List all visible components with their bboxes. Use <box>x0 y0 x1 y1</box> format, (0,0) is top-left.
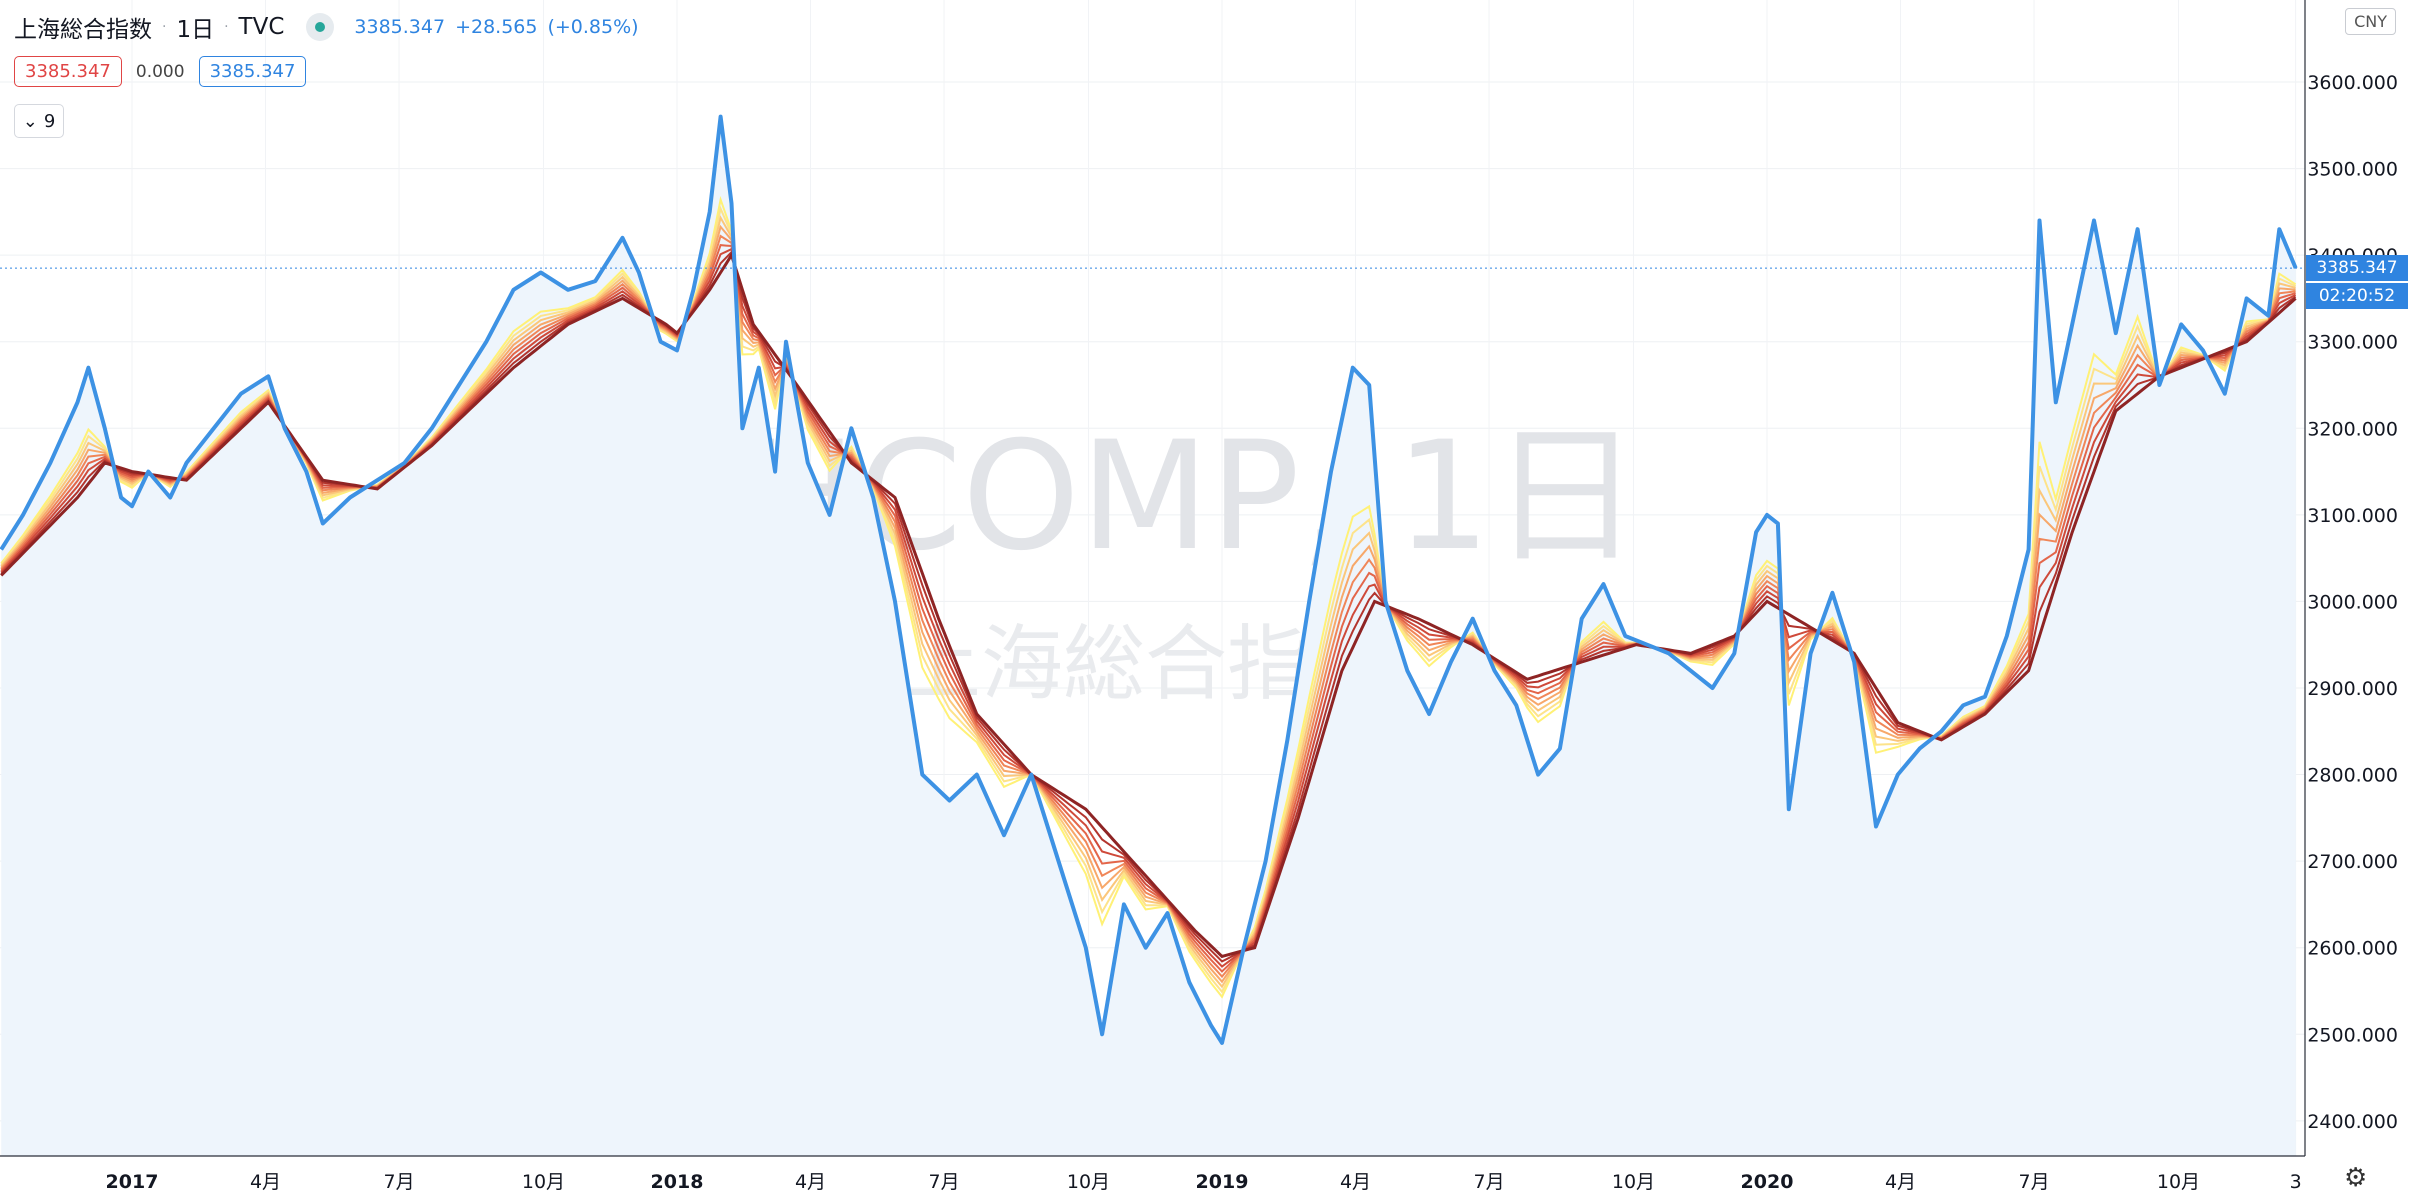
offset-value: 0.000 <box>135 61 185 82</box>
y-tick-label: 3300.000 <box>2307 332 2398 354</box>
x-tick-label: 2018 <box>651 1171 704 1193</box>
y-tick-label: 2500.000 <box>2307 1024 2398 1046</box>
price-area <box>1 116 2296 1157</box>
indicators-collapse-button[interactable]: ⌄ 9 <box>14 104 64 138</box>
x-tick-label: 7月 <box>1474 1171 1505 1193</box>
bar-countdown-label: 02:20:52 <box>2306 283 2408 310</box>
interval-label[interactable]: 1日 <box>176 17 215 43</box>
x-tick-label: 4月 <box>1340 1171 1371 1193</box>
time-axis[interactable]: 2017 4月 7月 10月 2018 4月 7月 10月 2019 4月 7月 10月 2020 4月 7… <box>106 1171 2302 1193</box>
currency-button[interactable]: CNY <box>2345 8 2396 35</box>
y-tick-label: 2600.000 <box>2307 938 2398 960</box>
market-status-icon <box>306 13 335 41</box>
ma-ribbon <box>0 195 2297 999</box>
change-value: +28.565 <box>455 16 538 38</box>
x-tick-label: 2020 <box>1741 1171 1794 1193</box>
x-tick-label: 10月 <box>522 1171 565 1193</box>
x-tick-label: 7月 <box>2019 1171 2050 1193</box>
x-tick-label: 10月 <box>2157 1171 2200 1193</box>
y-tick-label: 3600.000 <box>2307 72 2398 94</box>
x-tick-label: 4月 <box>1885 1171 1916 1193</box>
y-tick-label: 2900.000 <box>2307 678 2398 700</box>
x-tick-label: 3 <box>2290 1171 2302 1193</box>
x-tick-label: 2017 <box>106 1171 159 1193</box>
quote: 3385.347 +28.565 (+0.85%) <box>354 16 638 38</box>
y-tick-label: 3200.000 <box>2307 418 2398 440</box>
y-tick-label: 2700.000 <box>2307 851 2398 873</box>
indicator-values: 3385.347 0.000 3385.347 <box>14 56 307 87</box>
y-tick-label: 3000.000 <box>2307 591 2398 613</box>
x-tick-label: 7月 <box>929 1171 960 1193</box>
ma-line <box>0 251 2297 959</box>
x-tick-label: 7月 <box>384 1171 415 1193</box>
x-tick-label: 2019 <box>1196 1171 1249 1193</box>
last-price-label: 3385.347 <box>2306 255 2408 282</box>
settings-icon[interactable]: ⚙ <box>2344 1163 2368 1193</box>
chevron-down-icon: ⌄ <box>22 110 38 132</box>
ma-value-box[interactable]: 3385.347 <box>14 56 122 87</box>
y-tick-label: 3500.000 <box>2307 159 2398 181</box>
y-tick-label: 2800.000 <box>2307 765 2398 787</box>
price-line <box>0 114 2298 1045</box>
chart-header: 上海総合指数 · 1日 · TVC 3385.347 +28.565 (+0.8… <box>14 10 639 44</box>
x-tick-label: 4月 <box>795 1171 826 1193</box>
x-tick-label: 10月 <box>1612 1171 1655 1193</box>
exchange-label: TVC <box>238 14 285 40</box>
x-tick-label: 10月 <box>1067 1171 1110 1193</box>
symbol-name[interactable]: 上海総合指数 <box>14 17 152 43</box>
y-tick-label: 2400.000 <box>2307 1111 2398 1133</box>
price-value-box[interactable]: 3385.347 <box>198 56 307 87</box>
last-price: 3385.347 <box>354 16 446 38</box>
price-axis[interactable]: 3600.0003500.0003400.0003300.0003200.000… <box>2307 72 2398 1133</box>
y-tick-label: 3100.000 <box>2307 505 2398 527</box>
change-percent: (+0.85%) <box>547 16 639 38</box>
indicator-count: 9 <box>43 110 56 132</box>
x-tick-label: 4月 <box>250 1171 281 1193</box>
